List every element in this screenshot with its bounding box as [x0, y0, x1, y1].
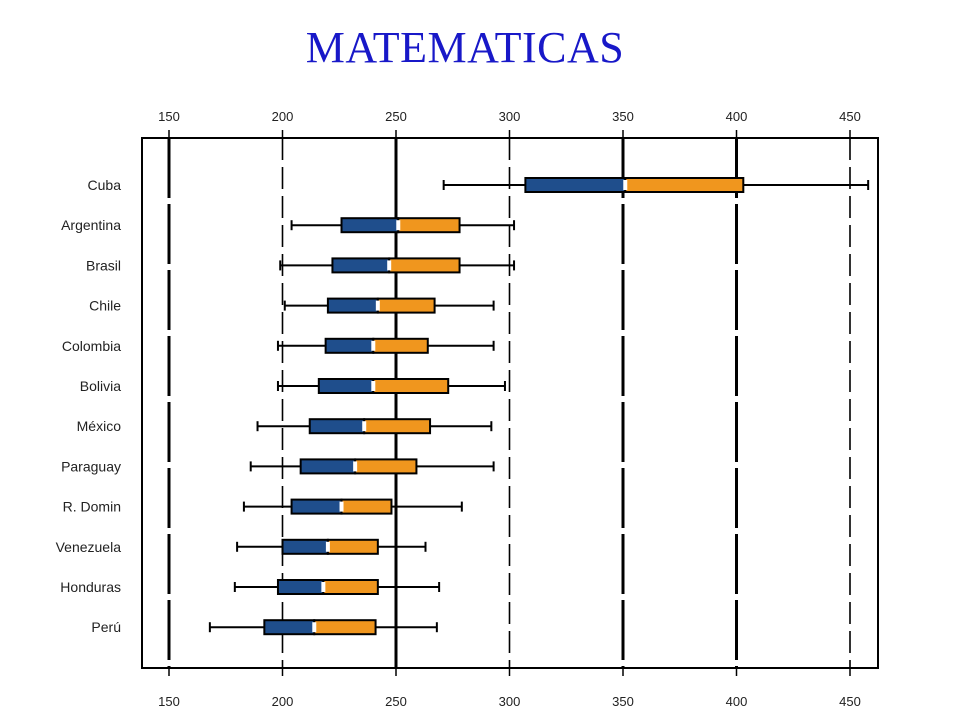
box-lower-paraguay: [299, 458, 357, 475]
category-label-paraguay: Paraguay: [61, 458, 121, 474]
tick-label-top-400: 400: [726, 109, 748, 124]
category-label-brasil: Brasil: [86, 257, 121, 273]
tick-label-bottom-200: 200: [272, 694, 294, 709]
box-lower-venezuela: [281, 538, 329, 555]
box-lower-cuba: [524, 177, 627, 193]
box-lower-m-xico: [308, 418, 366, 435]
box-venezuela: [236, 538, 427, 555]
box-upper-cuba: [624, 177, 745, 193]
box-colombia: [276, 337, 495, 354]
category-label-venezuela: Venezuela: [56, 539, 122, 555]
box-lower-r-domin: [290, 498, 343, 515]
box-upper-argentina: [397, 217, 461, 234]
box-lower-per: [263, 619, 316, 636]
box-lower-honduras: [276, 579, 325, 595]
tick-label-bottom-300: 300: [499, 694, 521, 709]
category-label-colombia: Colombia: [62, 338, 121, 354]
chart-title: MATEMATICAS: [305, 23, 625, 72]
box-upper-brasil: [388, 257, 461, 274]
box-lower-bolivia: [317, 378, 375, 394]
box-paraguay: [249, 458, 495, 475]
box-argentina: [290, 217, 516, 234]
box-upper-colombia: [372, 337, 429, 354]
category-label-m-xico: México: [77, 418, 122, 434]
box-per: [208, 619, 438, 636]
box-m-xico: [256, 418, 493, 435]
gridlines: [167, 138, 851, 668]
tick-label-bottom-150: 150: [158, 694, 180, 709]
category-label-bolivia: Bolivia: [80, 378, 121, 394]
tick-label-bottom-350: 350: [612, 694, 634, 709]
box-upper-venezuela: [326, 538, 379, 555]
box-lower-brasil: [331, 257, 391, 274]
box-upper-paraguay: [354, 458, 418, 475]
tick-label-top-150: 150: [158, 109, 180, 124]
box-cuba: [442, 177, 870, 193]
tick-label-top-450: 450: [839, 109, 861, 124]
boxes: [208, 177, 870, 636]
category-label-honduras: Honduras: [60, 579, 121, 595]
box-brasil: [279, 257, 516, 274]
box-honduras: [233, 579, 441, 595]
category-labels: Cuba Argentina Brasil Chile Colombia Bolivia M…: [56, 177, 122, 635]
box-upper-honduras: [322, 579, 379, 595]
box-upper-m-xico: [363, 418, 432, 435]
category-label-cuba: Cuba: [88, 177, 122, 193]
category-label-chile: Chile: [89, 298, 121, 314]
box-bolivia: [276, 378, 506, 394]
box-upper-per: [313, 619, 377, 636]
tick-label-bottom-400: 400: [726, 694, 748, 709]
box-lower-colombia: [324, 337, 375, 354]
tick-label-top-200: 200: [272, 109, 294, 124]
box-lower-chile: [326, 297, 379, 314]
box-upper-r-domin: [340, 498, 393, 515]
box-chile: [283, 297, 495, 314]
tick-label-bottom-450: 450: [839, 694, 861, 709]
box-upper-chile: [376, 297, 436, 314]
box-lower-argentina: [340, 217, 400, 234]
tick-label-top-350: 350: [612, 109, 634, 124]
tick-label-top-250: 250: [385, 109, 407, 124]
axis-ticks: 150 150 200 200 250 250 300 300 350 350 400 400 450 4…: [158, 109, 861, 709]
tick-label-top-300: 300: [499, 109, 521, 124]
category-label-argentina: Argentina: [61, 217, 121, 233]
box-r-domin: [242, 498, 463, 515]
tick-label-bottom-250: 250: [385, 694, 407, 709]
category-label-r-domin: R. Domin: [63, 499, 121, 515]
box-upper-bolivia: [372, 378, 450, 394]
category-label-per: Perú: [91, 619, 121, 635]
